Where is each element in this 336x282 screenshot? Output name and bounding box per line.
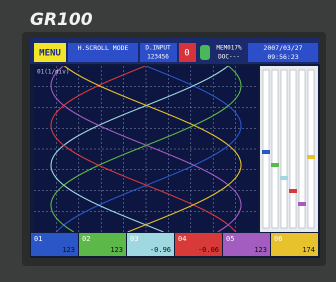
- bar-track: [308, 70, 314, 228]
- alarm-label: 0: [184, 49, 189, 59]
- page: {"logo": "GR100", "top_bar": {"menu": "M…: [0, 0, 336, 278]
- device-photo: GR100 MENU H.SCROLL MODE D.INPUT 123456 …: [0, 0, 336, 278]
- channel-name: 02: [82, 235, 90, 243]
- channel-name: 06: [274, 235, 282, 243]
- bar-track: [281, 70, 287, 228]
- input-value: 123456: [147, 54, 169, 61]
- bar-track: [290, 70, 296, 228]
- memory-label: MEM017%: [216, 45, 242, 52]
- channel-name: 01: [34, 235, 42, 243]
- bar-track: [263, 70, 269, 228]
- mode-label: H.SCROLL MODE: [78, 44, 129, 52]
- channel-name: 05: [226, 235, 234, 243]
- channel-name: 04: [178, 235, 186, 243]
- bar-track: [272, 70, 278, 228]
- bar-marker: [298, 202, 306, 206]
- bar-marker: [289, 189, 297, 193]
- bar-marker: [262, 150, 270, 154]
- bar-marker: [280, 176, 288, 180]
- input-label: D.INPUT: [145, 45, 171, 52]
- doc-label: DOC---: [218, 54, 240, 61]
- channel-value: -0.96: [150, 246, 171, 254]
- memory-icon: [200, 45, 210, 60]
- logo: GR100: [30, 10, 93, 30]
- bar-marker: [271, 163, 279, 167]
- time-label: 09:56:23: [267, 53, 298, 61]
- scale-label: 01(1/div): [37, 69, 70, 76]
- channel-name: 03: [130, 235, 138, 243]
- bar-marker: [307, 155, 315, 159]
- channel-value: 123: [110, 246, 123, 254]
- date-label: 2007/03/27: [263, 44, 302, 52]
- channel-value: -0.06: [198, 246, 219, 254]
- channel-value: 174: [302, 246, 315, 254]
- channel-value: 123: [62, 246, 75, 254]
- channel-value: 123: [254, 246, 267, 254]
- menu-label: MENU: [39, 49, 61, 59]
